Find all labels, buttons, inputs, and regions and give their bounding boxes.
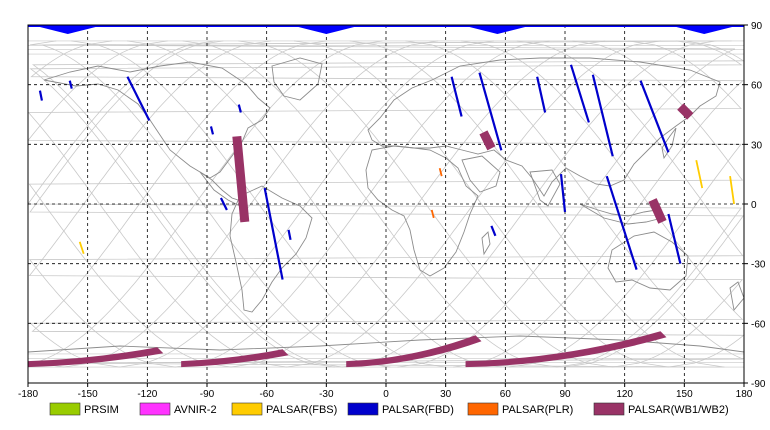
wb-antarctic-swath bbox=[28, 347, 164, 368]
coast-madagascar bbox=[481, 231, 491, 256]
orbit-track bbox=[126, 40, 502, 368]
coast-arabia bbox=[461, 155, 501, 193]
fbd-strip bbox=[450, 76, 463, 117]
y-tick-label: 60 bbox=[751, 81, 763, 92]
coast-south-america bbox=[229, 185, 313, 313]
x-tick-label: -150 bbox=[78, 389, 98, 400]
orbit-track bbox=[349, 40, 725, 368]
orbit-track bbox=[293, 40, 669, 368]
fbs-strip bbox=[78, 241, 85, 255]
fbd-strip bbox=[605, 175, 638, 270]
fbs-strip bbox=[729, 176, 735, 205]
legend-label: PALSAR(WB1/WB2) bbox=[628, 404, 729, 416]
graticule bbox=[28, 25, 744, 383]
legend-swatch bbox=[593, 402, 625, 416]
wb-strip bbox=[479, 130, 496, 151]
fbd-strip bbox=[490, 225, 497, 237]
coast-india bbox=[529, 169, 561, 207]
fbd-strip bbox=[667, 213, 682, 264]
x-tick-label: -180 bbox=[18, 389, 38, 400]
orbit-track bbox=[28, 40, 744, 368]
y-tick-label: 30 bbox=[751, 140, 763, 151]
y-tick-label: -90 bbox=[751, 379, 766, 390]
fbd-strip bbox=[219, 197, 228, 211]
y-tick-label: -60 bbox=[751, 319, 766, 330]
orbit-track bbox=[29, 40, 743, 368]
wb-antarctic-swath bbox=[181, 349, 289, 368]
legend-label: AVNIR-2 bbox=[174, 404, 217, 416]
orbit-track bbox=[341, 40, 717, 368]
fbd-strip bbox=[639, 80, 670, 153]
fbd-strip bbox=[536, 76, 547, 113]
y-tick-label: -30 bbox=[751, 260, 766, 271]
legend-swatch bbox=[467, 402, 499, 416]
x-axis-ticks: -180 -150 -120 -90 -60 -30 0 30 60 90 120 150 180 bbox=[18, 383, 753, 400]
legend-label: PALSAR(FBS) bbox=[266, 404, 337, 416]
fbd-strip bbox=[263, 187, 284, 280]
wb-strip bbox=[232, 135, 250, 223]
coast-australia bbox=[607, 231, 689, 291]
x-tick-label: 150 bbox=[676, 389, 693, 400]
coast-antarctica bbox=[27, 335, 745, 353]
wb-strip bbox=[677, 103, 694, 120]
y-tick-label: 0 bbox=[751, 200, 757, 211]
wb-strip bbox=[648, 198, 667, 224]
x-tick-label: 30 bbox=[440, 389, 452, 400]
y-axis-ticks: 90 60 30 0 -30 -60 -90 bbox=[744, 21, 766, 390]
legend-swatch bbox=[139, 402, 171, 416]
x-tick-label: 120 bbox=[616, 389, 633, 400]
fbd-strip bbox=[591, 74, 614, 157]
fbd-strip bbox=[237, 104, 242, 113]
orbit-track bbox=[29, 40, 736, 368]
fbd-strip bbox=[68, 80, 73, 89]
fbd-strip bbox=[559, 174, 567, 213]
legend-label: PALSAR(FBD) bbox=[382, 404, 454, 416]
legend-swatch bbox=[49, 402, 81, 416]
legend-label: PRSIM bbox=[84, 404, 119, 416]
orbit-track bbox=[28, 40, 744, 368]
fbs-strip bbox=[695, 160, 704, 189]
legend-label: PALSAR(PLR) bbox=[502, 404, 573, 416]
fbd-strip bbox=[569, 64, 590, 123]
plr-strip bbox=[438, 167, 443, 177]
orbit-track bbox=[174, 40, 550, 368]
orbit-track bbox=[27, 40, 742, 368]
legend: PRSIM AVNIR-2 PALSAR(FBS) PALSAR(FBD) PALSAR… bbox=[49, 402, 729, 416]
x-tick-label: 90 bbox=[559, 389, 571, 400]
orbit-track bbox=[31, 40, 745, 368]
coast-japan bbox=[661, 127, 677, 160]
polar-coverage-fill bbox=[28, 25, 744, 34]
y-tick-label: 90 bbox=[751, 21, 763, 32]
legend-swatch bbox=[347, 402, 379, 416]
x-tick-label: 60 bbox=[500, 389, 512, 400]
fbd-strip bbox=[478, 72, 503, 151]
x-tick-label: 0 bbox=[383, 389, 389, 400]
acquisition-strips bbox=[28, 64, 735, 368]
coast-eurasia bbox=[367, 57, 721, 197]
fbd-strip bbox=[287, 229, 292, 241]
wb-antarctic-swath bbox=[465, 331, 667, 368]
coast-africa bbox=[365, 145, 479, 277]
fbd-strip bbox=[209, 126, 215, 135]
wb-antarctic-swath bbox=[346, 335, 482, 368]
x-tick-label: -60 bbox=[259, 389, 274, 400]
legend-swatch bbox=[231, 402, 263, 416]
polar-coverage-band bbox=[28, 25, 744, 34]
x-tick-label: 180 bbox=[736, 389, 753, 400]
coast-north-america bbox=[43, 61, 271, 179]
x-tick-label: -30 bbox=[319, 389, 334, 400]
plr-strip bbox=[430, 209, 435, 219]
fbd-strip bbox=[126, 76, 151, 121]
fbd-strip bbox=[38, 90, 44, 101]
orbit-track bbox=[230, 40, 606, 368]
x-tick-label: -120 bbox=[137, 389, 157, 400]
orbit-track bbox=[33, 40, 724, 368]
x-tick-label: -90 bbox=[200, 389, 215, 400]
